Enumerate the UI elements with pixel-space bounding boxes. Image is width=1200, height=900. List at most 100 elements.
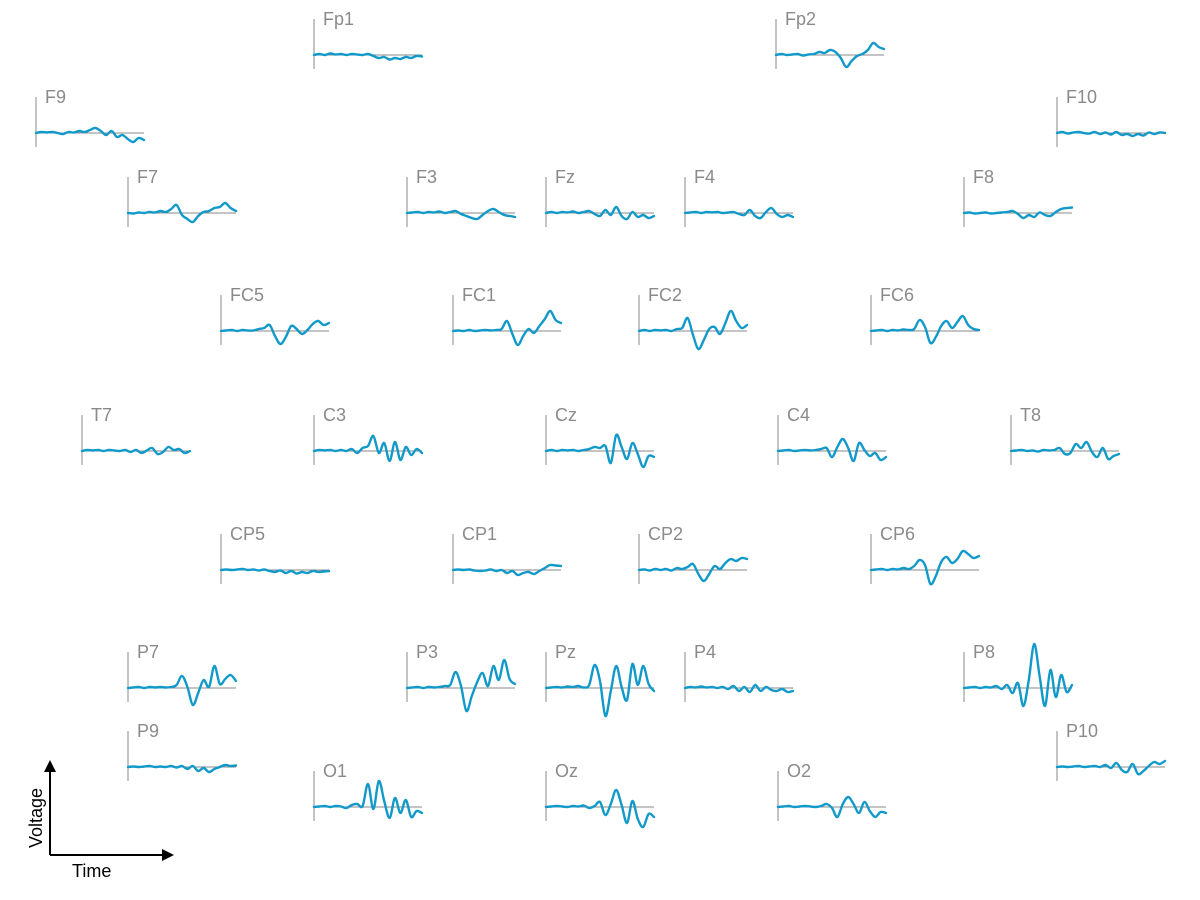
channel-fz: Fz [544, 167, 656, 227]
channel-trace [312, 434, 424, 463]
channel-trace [544, 788, 656, 829]
channel-p9: P9 [126, 721, 238, 781]
channel-label: FC6 [880, 285, 914, 305]
channel-trace [683, 206, 795, 220]
channel-label: Cz [555, 405, 577, 425]
channel-trace [219, 567, 331, 575]
channel-fp1: Fp1 [312, 9, 424, 69]
channel-trace [869, 549, 981, 586]
channel-label: F4 [694, 167, 715, 187]
channel-label: O2 [787, 761, 811, 781]
channel-trace [869, 314, 981, 345]
channel-trace [962, 206, 1074, 220]
channel-label: CP2 [648, 524, 683, 544]
channel-label: F8 [973, 167, 994, 187]
channel-f8: F8 [962, 167, 1074, 227]
channel-label: F7 [137, 167, 158, 187]
channel-fc5: FC5 [219, 285, 331, 346]
channel-trace [312, 779, 424, 820]
channel-trace [219, 319, 331, 346]
channel-label: F9 [45, 87, 66, 107]
channel-label: FC5 [230, 285, 264, 305]
channel-cp5: CP5 [219, 524, 331, 584]
channel-trace [1009, 440, 1121, 461]
channel-f4: F4 [683, 167, 795, 227]
channel-t7: T7 [80, 405, 192, 465]
channel-label: P9 [137, 721, 159, 741]
channel-trace [776, 437, 888, 463]
channel-label: FC2 [648, 285, 682, 305]
channel-label: CP1 [462, 524, 497, 544]
channel-trace [34, 126, 146, 144]
channel-label: P7 [137, 642, 159, 662]
channel-trace [544, 433, 656, 469]
channel-p8: P8 [962, 642, 1074, 708]
channel-label: FC1 [462, 285, 496, 305]
channel-o1: O1 [312, 761, 424, 821]
channel-p7: P7 [126, 642, 238, 707]
channel-label: P4 [694, 642, 716, 662]
channel-trace [80, 445, 192, 456]
channel-trace [637, 556, 749, 583]
channel-pz: Pz [544, 642, 656, 718]
channel-label: Fp2 [785, 9, 816, 29]
channel-o2: O2 [776, 761, 888, 821]
channel-p10: P10 [1055, 721, 1167, 781]
channel-p3: P3 [405, 642, 517, 713]
channel-label: P10 [1066, 721, 1098, 741]
channel-label: P8 [973, 642, 995, 662]
channel-f7: F7 [126, 167, 238, 227]
time-voltage-legend: Time Voltage [26, 760, 174, 881]
channel-label: CP5 [230, 524, 265, 544]
channel-f3: F3 [405, 167, 517, 227]
channel-p4: P4 [683, 642, 795, 702]
channel-label: Fz [555, 167, 575, 187]
channel-fc1: FC1 [451, 285, 563, 347]
legend-voltage-label: Voltage [26, 788, 46, 848]
legend-voltage-arrow-icon [44, 760, 56, 772]
channel-label: F3 [416, 167, 437, 187]
channel-trace [544, 205, 656, 221]
channel-label: O1 [323, 761, 347, 781]
channel-label: P3 [416, 642, 438, 662]
channel-label: C3 [323, 405, 346, 425]
channel-trace [451, 563, 563, 577]
channel-fc6: FC6 [869, 285, 981, 345]
legend-time-label: Time [72, 861, 111, 881]
channel-trace [544, 662, 656, 718]
channel-cz: Cz [544, 405, 656, 469]
channel-trace [126, 763, 238, 774]
channel-c4: C4 [776, 405, 888, 465]
channel-t8: T8 [1009, 405, 1121, 465]
channel-f9: F9 [34, 87, 146, 147]
channel-trace [451, 309, 563, 347]
channel-f10: F10 [1055, 87, 1167, 147]
channel-label: F10 [1066, 87, 1097, 107]
channel-cp6: CP6 [869, 524, 981, 586]
channel-label: T7 [91, 405, 112, 425]
channel-label: C4 [787, 405, 810, 425]
channel-label: Oz [555, 761, 578, 781]
channel-trace [126, 664, 238, 707]
channel-trace [405, 658, 517, 713]
channel-trace [774, 41, 886, 69]
channel-c3: C3 [312, 405, 424, 465]
channel-trace [776, 795, 888, 819]
channel-trace [126, 201, 238, 224]
channel-cp2: CP2 [637, 524, 749, 584]
channel-cp1: CP1 [451, 524, 563, 584]
channel-label: Pz [555, 642, 576, 662]
channel-trace [962, 642, 1074, 708]
channel-label: T8 [1020, 405, 1041, 425]
channel-trace [683, 683, 795, 694]
channel-trace [1055, 130, 1167, 138]
channel-label: CP6 [880, 524, 915, 544]
channel-oz: Oz [544, 761, 656, 829]
channel-fp2: Fp2 [774, 9, 886, 69]
channel-trace [405, 207, 517, 221]
channels-layer: Fp1 Fp2 F9 F10 F7 F3 Fz F4 F8 FC5 FC1 FC2 FC6 T7 C3 Cz C… [34, 9, 1167, 829]
channel-trace [1055, 759, 1167, 776]
channel-fc2: FC2 [637, 285, 749, 351]
channel-trace [637, 309, 749, 351]
